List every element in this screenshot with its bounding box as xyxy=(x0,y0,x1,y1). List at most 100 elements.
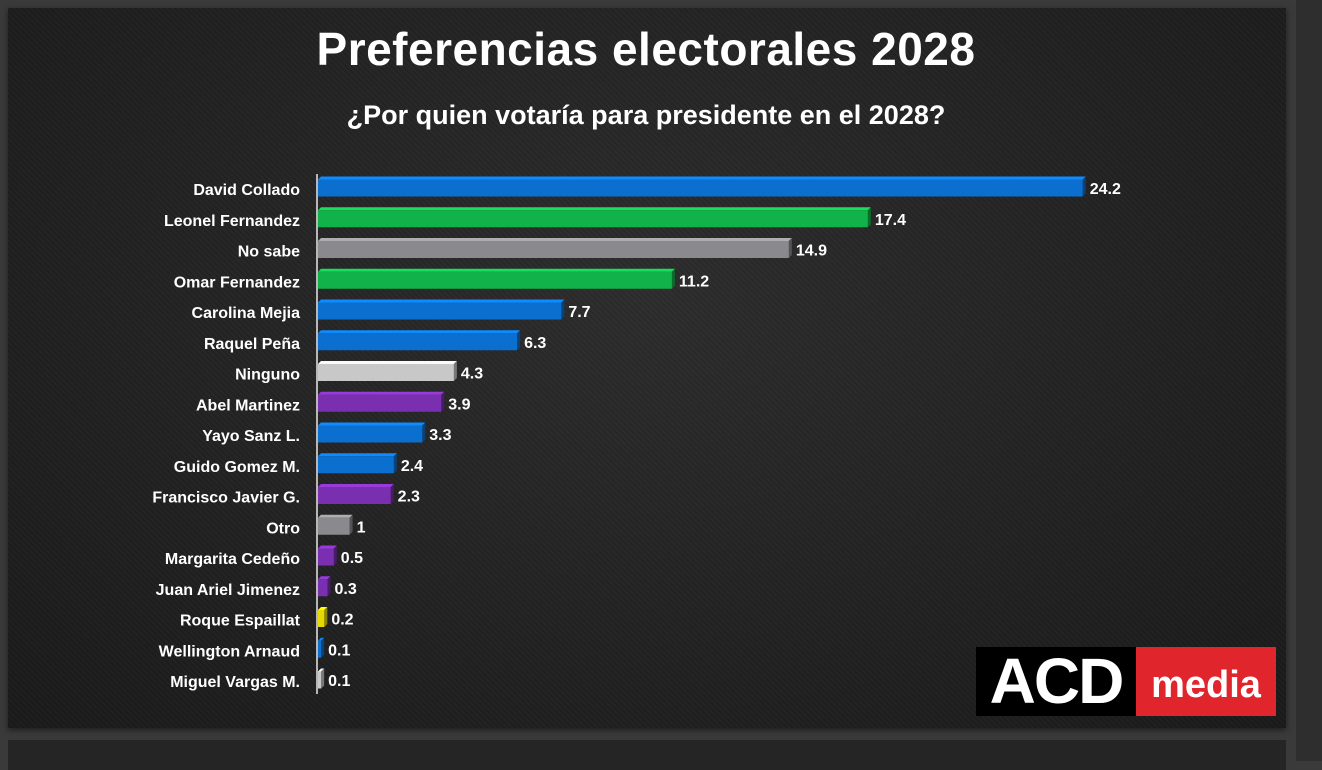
page-subtitle: ¿Por quien votaría para presidente en el… xyxy=(346,100,946,130)
value-label: 14.9 xyxy=(796,243,827,260)
bar-top-face xyxy=(318,484,394,487)
bar-group xyxy=(318,361,457,381)
bar-side-face xyxy=(393,453,397,474)
bar-side-face xyxy=(671,268,675,289)
bar xyxy=(318,333,518,351)
value-label: 2.3 xyxy=(398,489,420,506)
bar-top-face xyxy=(318,361,457,364)
logo-acd-text: ACD xyxy=(976,647,1136,716)
bar-side-face xyxy=(349,514,353,535)
bar-group xyxy=(318,668,325,689)
value-label: 3.9 xyxy=(448,396,470,413)
bar-top-face xyxy=(318,268,675,272)
bar xyxy=(318,179,1083,197)
bar-top-face xyxy=(318,607,328,610)
bar-top-face xyxy=(318,637,325,641)
category-label: Yayo Sanz L. xyxy=(202,428,300,445)
bar xyxy=(318,241,789,258)
bar xyxy=(318,579,328,597)
value-label: 4.3 xyxy=(461,366,483,383)
category-label: Omar Fernandez xyxy=(174,274,300,291)
bar-group xyxy=(318,607,328,627)
bar-top-face xyxy=(318,391,445,395)
acd-media-logo: ACD media xyxy=(976,647,1276,716)
bar xyxy=(318,302,562,320)
category-label: Leonel Fernandez xyxy=(164,213,300,230)
value-label: 0.2 xyxy=(331,612,353,629)
bar-side-face xyxy=(321,668,325,689)
category-label: Margarita Cedeño xyxy=(165,551,300,568)
category-label: Miguel Vargas M. xyxy=(170,674,300,691)
value-label: 1 xyxy=(357,519,366,536)
value-label: 0.5 xyxy=(341,550,363,567)
bar-side-face xyxy=(324,607,328,627)
category-label: Juan Ariel Jimenez xyxy=(156,582,300,599)
bar-group xyxy=(318,268,675,289)
category-label: David Collado xyxy=(193,182,300,199)
bar-side-face xyxy=(867,207,871,228)
bar-group xyxy=(318,514,353,535)
bar xyxy=(318,425,423,443)
bar-top-face xyxy=(318,207,871,211)
bar-top-face xyxy=(318,514,353,518)
chart-slide xyxy=(8,8,1286,728)
value-label: 11.2 xyxy=(679,273,709,290)
bar-top-face xyxy=(318,299,565,303)
bar xyxy=(318,640,322,658)
bar-top-face xyxy=(318,422,426,426)
category-label: No sabe xyxy=(238,244,300,261)
bar-side-face xyxy=(441,391,445,412)
bar-top-face xyxy=(318,330,521,334)
bar-side-face xyxy=(333,545,337,566)
bar-side-face xyxy=(453,361,457,381)
bar-top-face xyxy=(318,576,331,580)
bar xyxy=(318,210,868,228)
value-label: 3.3 xyxy=(429,427,451,444)
bar-side-face xyxy=(1082,176,1086,197)
bar-side-face xyxy=(561,299,565,320)
value-label: 24.2 xyxy=(1090,181,1121,198)
bar-group xyxy=(318,545,337,566)
value-label: 2.4 xyxy=(401,458,423,475)
value-label: 7.7 xyxy=(568,304,590,321)
bar-group xyxy=(318,422,426,443)
category-label: Roque Espaillat xyxy=(180,613,301,630)
bar xyxy=(318,487,391,504)
bar-group xyxy=(318,391,445,412)
window-edge-strip xyxy=(1296,0,1322,761)
bar xyxy=(318,456,394,474)
bar-top-face xyxy=(318,453,397,457)
category-label: Francisco Javier G. xyxy=(152,490,300,507)
bar-top-face xyxy=(318,668,325,672)
category-label: Raquel Peña xyxy=(204,336,300,353)
bar-side-face xyxy=(788,238,792,258)
bar-top-face xyxy=(318,545,337,549)
bar xyxy=(318,671,322,689)
bar-side-face xyxy=(422,422,426,443)
page-title: Preferencias electorales 2028 xyxy=(316,23,976,75)
category-label: Guido Gomez M. xyxy=(174,459,300,476)
bar-group xyxy=(318,299,565,320)
bar-side-face xyxy=(321,637,325,658)
category-label: Abel Martinez xyxy=(196,397,300,414)
category-label: Wellington Arnaud xyxy=(159,643,300,660)
value-label: 0.3 xyxy=(334,581,356,598)
bar-top-face xyxy=(318,176,1086,180)
bar-side-face xyxy=(327,576,331,597)
bar xyxy=(318,271,672,289)
bar xyxy=(318,364,454,381)
bar xyxy=(318,394,442,412)
bar-top-face xyxy=(318,238,792,241)
logo-media-text: media xyxy=(1136,647,1276,716)
bar xyxy=(318,517,350,535)
bar-group xyxy=(318,637,325,658)
value-label: 0.1 xyxy=(328,642,350,659)
category-label: Carolina Mejia xyxy=(192,305,301,322)
value-label: 6.3 xyxy=(524,335,546,352)
bar xyxy=(318,548,334,566)
category-label: Ninguno xyxy=(235,367,300,384)
bar-group xyxy=(318,207,871,228)
bar-group xyxy=(318,484,394,504)
bar-group xyxy=(318,330,521,351)
